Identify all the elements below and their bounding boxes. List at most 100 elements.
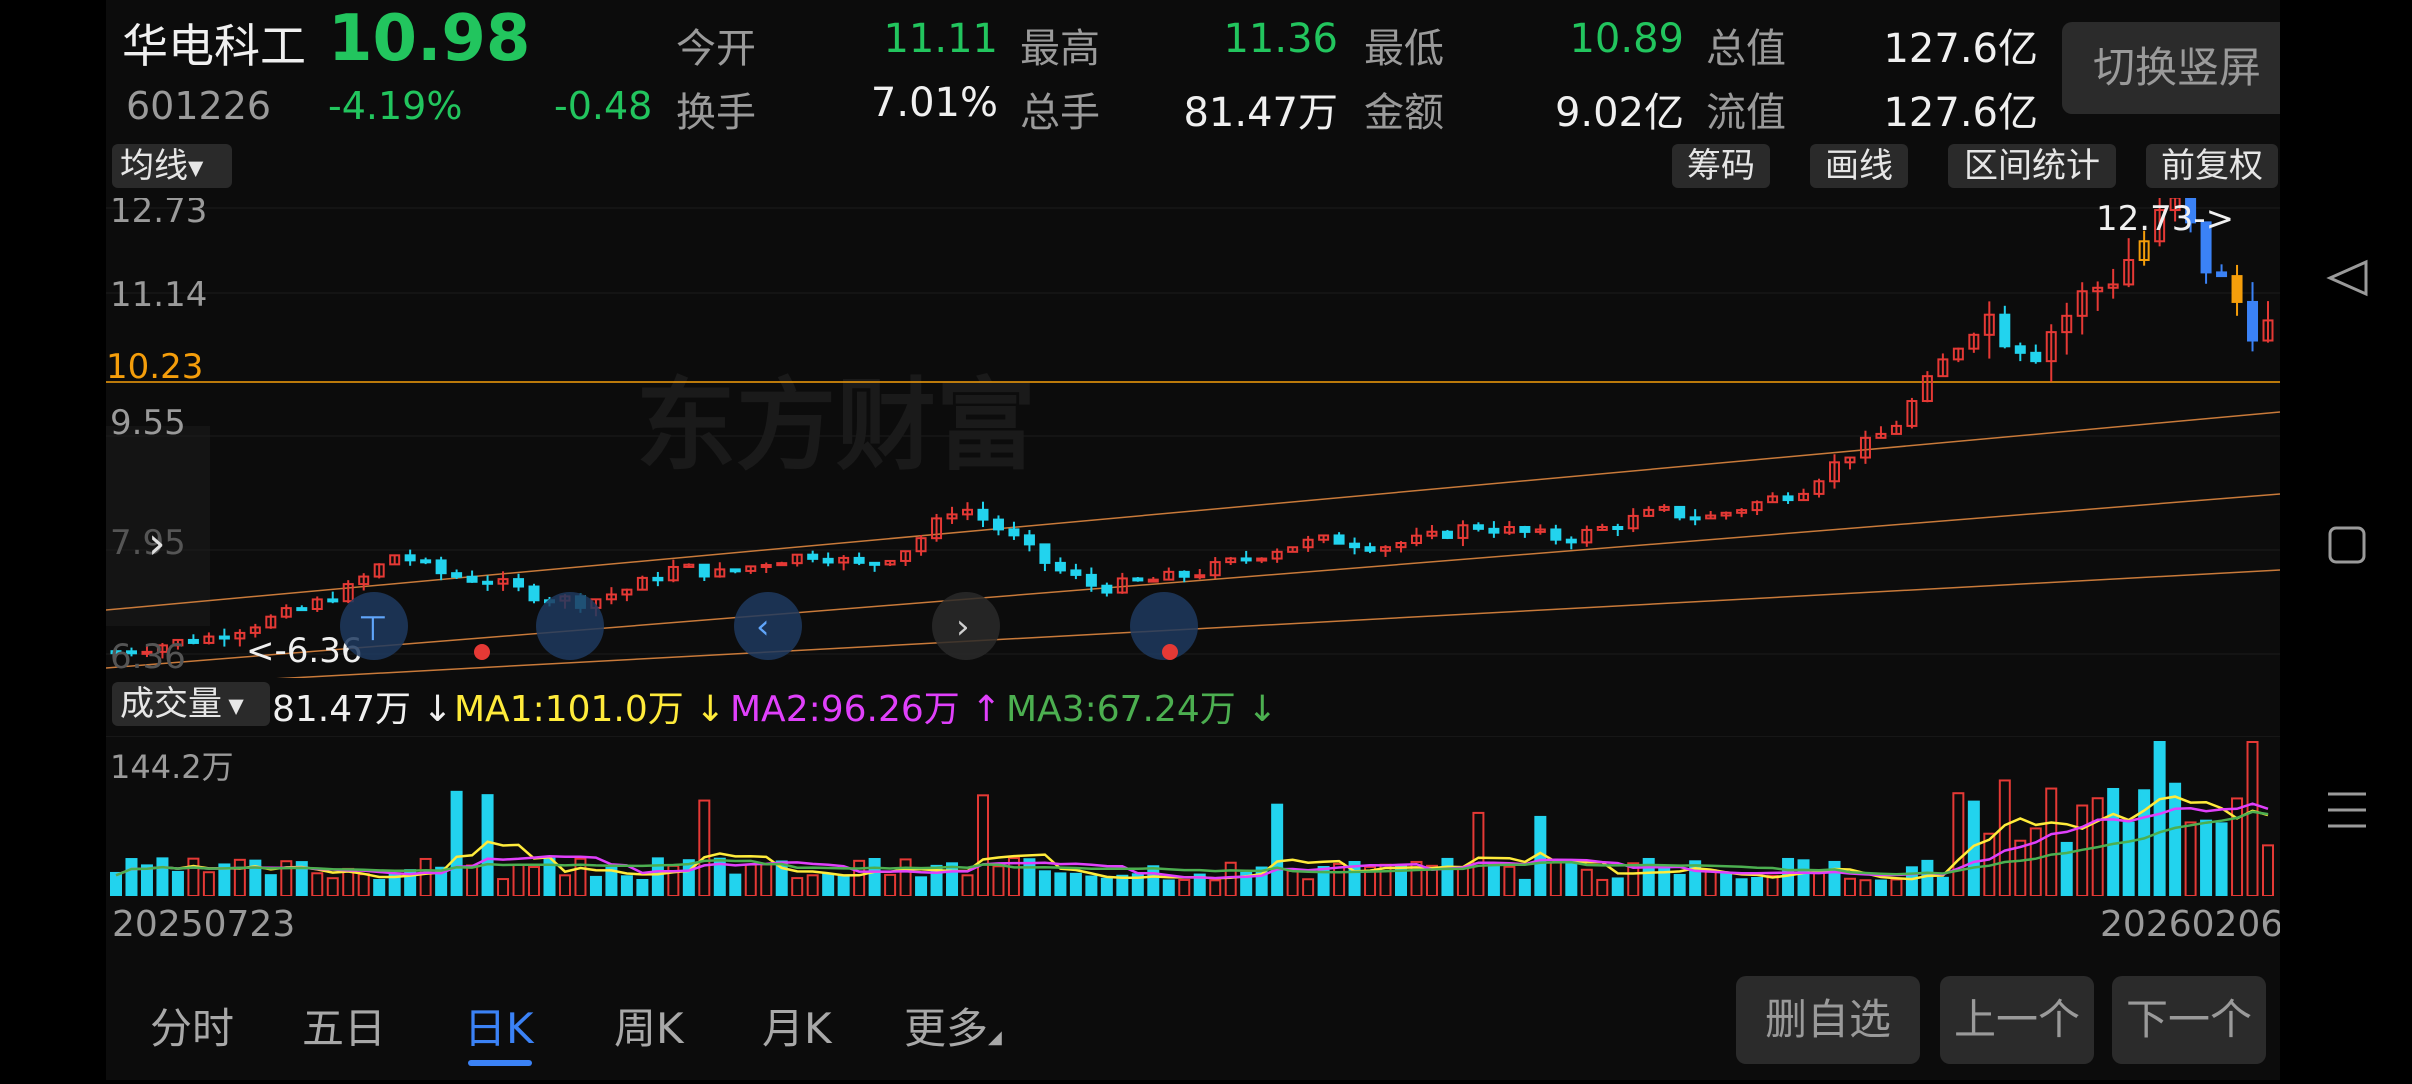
candle-body (1550, 528, 1562, 541)
signal-dot-1 (474, 644, 490, 660)
volume-bar (1100, 877, 1113, 896)
scroll-right-icon[interactable] (932, 592, 1000, 660)
volume-bar (574, 857, 587, 896)
candle-body (2247, 300, 2259, 342)
amount-value: 9.02亿 (1554, 90, 1684, 136)
active-tab-indicator (468, 1060, 532, 1066)
volume-bar (1534, 815, 1547, 896)
volume-bar (1580, 868, 1593, 896)
candle-body (1720, 511, 1732, 517)
volume-bar (1209, 879, 1222, 896)
home-icon[interactable] (2328, 526, 2366, 564)
total-hands-value: 81.47万 (1183, 90, 1338, 136)
previous-button[interactable]: 上一个 (1940, 976, 2094, 1064)
tab-monthly-k[interactable]: 月K (762, 1004, 832, 1053)
expand-panel-icon[interactable]: › (148, 518, 166, 569)
next-button[interactable]: 下一个 (2112, 976, 2266, 1064)
volume-ma3: MA3:67.24万 ↓ (1006, 689, 1278, 730)
candle-body (838, 556, 850, 564)
candle-body (265, 615, 277, 629)
candle-body (1023, 534, 1035, 546)
candle-body (420, 559, 432, 564)
tab-intraday[interactable]: 分时 (150, 1004, 235, 1053)
volume-bar (2262, 844, 2274, 896)
change-amount: -0.48 (554, 84, 653, 128)
kline-grid (106, 207, 2280, 655)
zoom-in-icon[interactable] (536, 592, 604, 660)
scroll-left-icon[interactable] (734, 592, 802, 660)
candle-body (1302, 538, 1314, 549)
volume-bar (976, 794, 989, 896)
switch-portrait-button[interactable]: 切换竖屏 (2062, 22, 2292, 114)
volume-bar (497, 878, 510, 896)
scroll-right-glyph: › (956, 607, 970, 647)
zoom-out-icon[interactable] (340, 592, 408, 660)
candles (110, 198, 2274, 659)
recents-icon[interactable] (2328, 792, 2366, 828)
signal-dot-2 (1162, 644, 1178, 660)
volume-bar (2060, 841, 2073, 896)
candle-body (2061, 314, 2073, 334)
volume-ma2: MA2:96.26万 ↑ (730, 689, 1002, 730)
back-icon[interactable] (2326, 259, 2368, 297)
high-value: 11.36 (1223, 16, 1338, 62)
candle-body (1767, 495, 1779, 504)
tab-more[interactable]: 更多◢ (904, 995, 1002, 1056)
chips-button[interactable]: 筹码 (1672, 144, 1770, 188)
candle-body (1890, 424, 1902, 435)
chevron-down-icon: ▼ (222, 693, 244, 718)
range-stats-button[interactable]: 区间统计 (1948, 144, 2116, 188)
candle-body (1705, 514, 1717, 520)
volume-bar (899, 858, 912, 896)
volume-ma1: MA1:101.0万 ↓ (454, 689, 726, 730)
volume-bar (760, 863, 773, 896)
float-value-value: 127.6亿 (1883, 90, 2038, 136)
volume-bar (1271, 803, 1284, 896)
y-label-4: 7.95 (110, 523, 186, 563)
tab-daily-k[interactable]: 日K (464, 1004, 534, 1053)
volume-bar (2246, 741, 2259, 896)
shrink-icon[interactable] (1130, 592, 1198, 660)
candle-body (1612, 526, 1624, 531)
candle-body (636, 576, 648, 591)
volume-bar (1038, 870, 1051, 896)
volume-bar (110, 871, 122, 896)
candle-body (1349, 542, 1361, 549)
total-hands-label: 总手 (1020, 90, 1100, 136)
candle-body (110, 650, 122, 655)
volume-bar (2169, 782, 2182, 896)
y-label-2: 11.14 (110, 275, 207, 315)
candle-body (776, 562, 788, 567)
kline-chart[interactable]: 东方财富 12.73 11.14 10.23 9.55 7.95 6.36 <-… (106, 198, 2280, 678)
candle-body (466, 575, 478, 583)
candle-body (992, 518, 1004, 531)
volume-bar (1147, 865, 1160, 896)
volume-chart[interactable]: 144.2万 (106, 736, 2280, 896)
candle-body (513, 578, 525, 588)
volume-bar (1456, 866, 1469, 896)
candle-body (729, 568, 741, 573)
remove-watchlist-button[interactable]: 删自选 (1736, 976, 1920, 1064)
candle-body (1085, 573, 1097, 587)
volume-bar (992, 865, 1005, 896)
volume-bar (791, 877, 804, 896)
turnover-label: 换手 (676, 90, 756, 136)
candle-body (915, 537, 927, 553)
volume-bar (682, 859, 695, 896)
volume-indicator-select[interactable]: 成交量 ▼ (112, 682, 270, 726)
volume-bar (1069, 872, 1082, 896)
volume-bar (2231, 797, 2244, 896)
tab-weekly-k[interactable]: 周K (614, 1004, 684, 1053)
candle-body (1503, 526, 1515, 534)
candle-body (1519, 526, 1531, 533)
volume-bar (202, 871, 215, 896)
channel-line-1 (106, 493, 2280, 669)
start-date: 20250723 (112, 904, 296, 945)
tab-five-day[interactable]: 五日 (302, 1004, 387, 1053)
volume-bar (961, 874, 974, 896)
candle-body (1395, 542, 1407, 549)
forward-adjust-button[interactable]: 前复权 (2146, 144, 2278, 188)
draw-line-button[interactable]: 画线 (1810, 144, 1908, 188)
candle-body (853, 556, 865, 564)
indicator-select[interactable]: 均线▼ (112, 144, 232, 188)
